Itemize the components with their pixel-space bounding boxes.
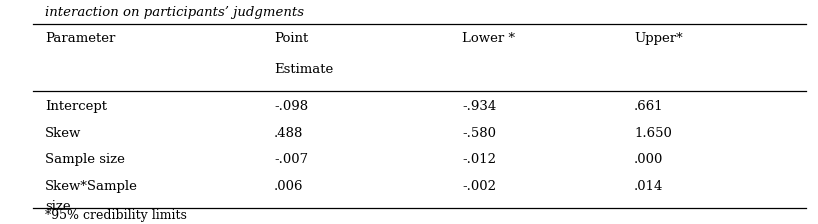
Text: interaction on participants’ judgments: interaction on participants’ judgments xyxy=(45,6,304,19)
Text: .014: .014 xyxy=(634,180,663,193)
Text: Lower *: Lower * xyxy=(462,32,515,45)
Text: -.012: -.012 xyxy=(462,153,497,166)
Text: -.098: -.098 xyxy=(274,100,308,113)
Text: Parameter: Parameter xyxy=(45,32,115,45)
Text: Sample size: Sample size xyxy=(45,153,125,166)
Text: size: size xyxy=(45,200,70,213)
Text: 1.650: 1.650 xyxy=(634,127,672,140)
Text: Skew: Skew xyxy=(45,127,81,140)
Text: -.580: -.580 xyxy=(462,127,497,140)
Text: Upper*: Upper* xyxy=(634,32,682,45)
Text: Point: Point xyxy=(274,32,308,45)
Text: Intercept: Intercept xyxy=(45,100,107,113)
Text: *95% credibility limits: *95% credibility limits xyxy=(45,209,187,222)
Text: .006: .006 xyxy=(274,180,303,193)
Text: Estimate: Estimate xyxy=(274,63,333,76)
Text: -.007: -.007 xyxy=(274,153,308,166)
Text: Skew*Sample: Skew*Sample xyxy=(45,180,138,193)
Text: -.934: -.934 xyxy=(462,100,497,113)
Text: .661: .661 xyxy=(634,100,663,113)
Text: -.002: -.002 xyxy=(462,180,497,193)
Text: .000: .000 xyxy=(634,153,663,166)
Text: .488: .488 xyxy=(274,127,303,140)
